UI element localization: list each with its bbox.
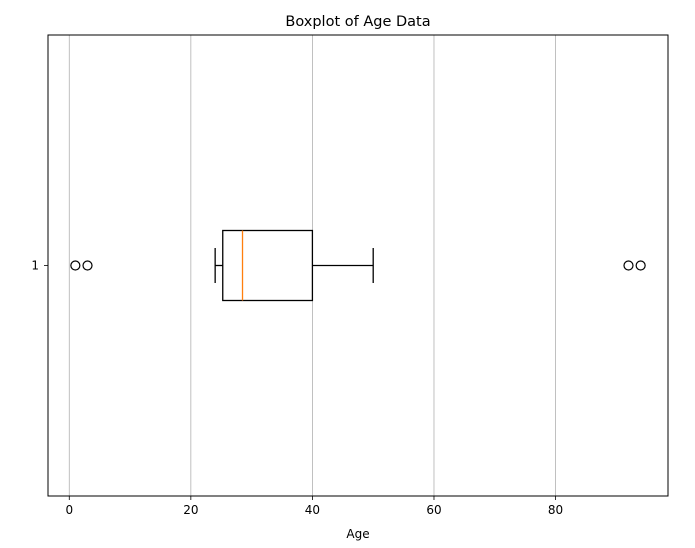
outlier-point — [623, 260, 634, 271]
x-tick-label: 20 — [183, 503, 198, 517]
x-tick-label: 60 — [426, 503, 441, 517]
x-tick-label: 80 — [548, 503, 563, 517]
outlier-point — [635, 260, 646, 271]
y-tick-label: 1 — [31, 259, 39, 273]
x-tick-label: 0 — [65, 503, 73, 517]
x-axis-label: Age — [346, 527, 369, 541]
axis-ticks: 0 20 40 60 80 1 — [31, 259, 563, 518]
chart-title: Boxplot of Age Data — [285, 14, 430, 30]
outlier-point — [82, 260, 93, 271]
box-plot — [70, 229, 646, 302]
iqr-box — [222, 229, 314, 302]
outlier-point — [70, 260, 81, 271]
x-tick-label: 40 — [305, 503, 320, 517]
